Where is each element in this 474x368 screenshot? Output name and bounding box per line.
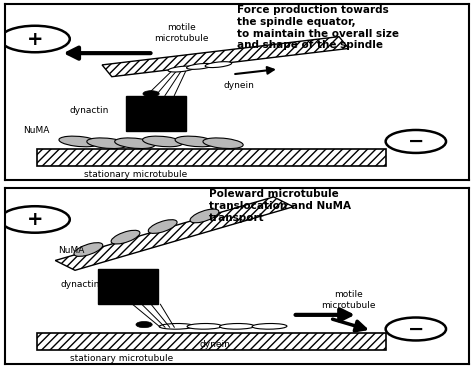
Ellipse shape bbox=[143, 91, 159, 97]
Ellipse shape bbox=[59, 136, 99, 147]
Ellipse shape bbox=[187, 63, 213, 69]
Text: Poleward microtubule
translocation and NuMA
transport: Poleward microtubule translocation and N… bbox=[209, 190, 351, 223]
Text: dynein: dynein bbox=[223, 81, 254, 91]
Ellipse shape bbox=[219, 323, 255, 329]
Polygon shape bbox=[55, 197, 293, 270]
Ellipse shape bbox=[111, 230, 140, 244]
Ellipse shape bbox=[205, 62, 232, 68]
Bar bbox=[126, 96, 186, 131]
Text: NuMA: NuMA bbox=[23, 125, 50, 135]
Bar bbox=[98, 269, 158, 304]
Text: dynactin: dynactin bbox=[70, 106, 109, 115]
Text: motile
microtubule: motile microtubule bbox=[321, 290, 376, 309]
Ellipse shape bbox=[252, 323, 287, 329]
Ellipse shape bbox=[175, 136, 215, 147]
Ellipse shape bbox=[203, 138, 243, 149]
Text: −: − bbox=[408, 132, 424, 151]
Text: −: − bbox=[408, 319, 424, 339]
Text: dynactin: dynactin bbox=[61, 280, 100, 289]
Polygon shape bbox=[102, 37, 349, 77]
Ellipse shape bbox=[148, 220, 177, 233]
Text: stationary microtubule: stationary microtubule bbox=[84, 170, 187, 179]
Text: +: + bbox=[27, 210, 43, 229]
Text: +: + bbox=[27, 29, 43, 49]
Bar bbox=[37, 333, 386, 350]
Text: dynein: dynein bbox=[200, 340, 231, 348]
Bar bbox=[37, 149, 386, 166]
Ellipse shape bbox=[190, 209, 219, 223]
Ellipse shape bbox=[168, 66, 194, 72]
Ellipse shape bbox=[187, 323, 222, 329]
Ellipse shape bbox=[136, 322, 152, 328]
Text: motile
microtubule: motile microtubule bbox=[154, 23, 209, 43]
Text: NuMA: NuMA bbox=[58, 246, 84, 255]
Ellipse shape bbox=[159, 323, 194, 329]
Ellipse shape bbox=[87, 138, 127, 149]
Ellipse shape bbox=[74, 243, 103, 256]
Ellipse shape bbox=[115, 138, 155, 149]
Text: stationary microtubule: stationary microtubule bbox=[70, 354, 173, 363]
Ellipse shape bbox=[143, 136, 183, 147]
Text: Force production towards
the spindle equator,
to maintain the overall size
and s: Force production towards the spindle equ… bbox=[237, 6, 399, 50]
